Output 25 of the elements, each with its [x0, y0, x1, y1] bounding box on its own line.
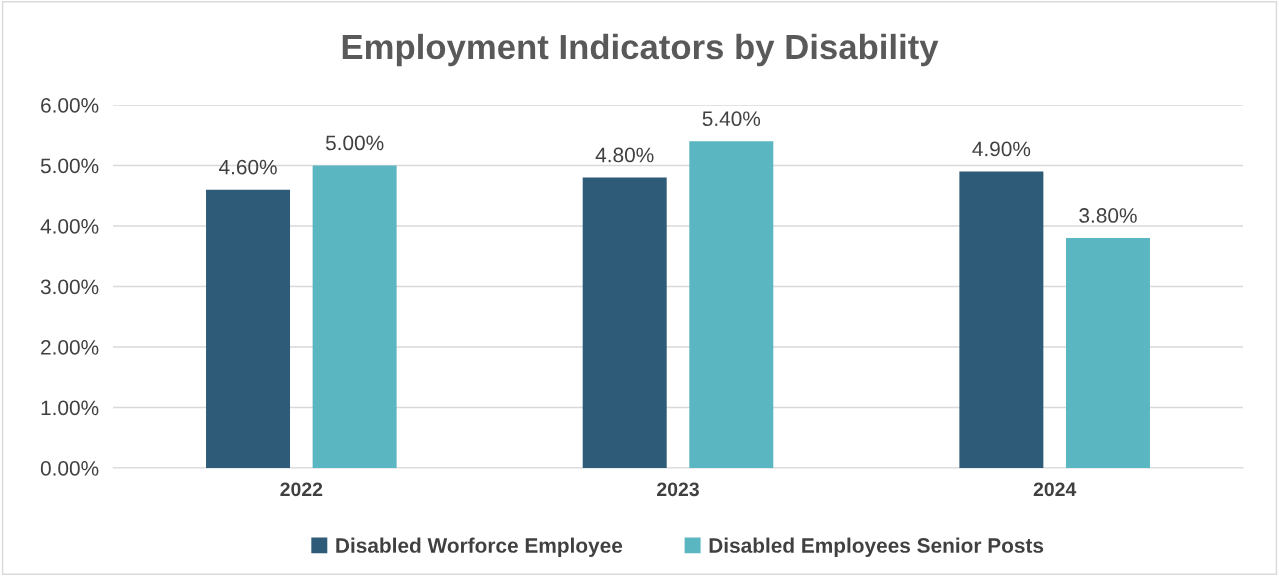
y-tick-label: 2.00% — [41, 340, 99, 355]
y-tick-label: 5.00% — [40, 158, 99, 174]
y-tick-label: 4.00% — [40, 219, 99, 234]
x-tick-label: 2024 — [1033, 482, 1077, 497]
data-label: 4.80% — [595, 147, 654, 163]
bar — [959, 171, 1044, 468]
y-tick-label: 1.00% — [41, 400, 99, 416]
data-label: 4.60% — [218, 159, 277, 175]
x-tick-label: 2022 — [280, 482, 323, 497]
legend-label: Disabled Worforce Employee — [336, 537, 623, 557]
bar — [312, 165, 397, 468]
y-tick-label: 0.00% — [40, 461, 99, 476]
x-tick-label: 2023 — [657, 482, 699, 497]
data-label: 5.00% — [325, 135, 384, 151]
data-label: 3.80% — [1079, 208, 1137, 223]
y-tick-label: 3.00% — [40, 279, 99, 295]
data-label: 5.40% — [702, 111, 761, 127]
y-tick-label: 6.00% — [41, 98, 99, 113]
bar — [1065, 238, 1150, 468]
bar — [206, 189, 291, 468]
legend-label: Disabled Employees Senior Posts — [709, 537, 1044, 557]
chart-title: Employment Indicators by Disability — [342, 33, 939, 67]
bar — [689, 141, 774, 468]
data-label: 4.90% — [972, 141, 1031, 157]
bar — [582, 177, 667, 468]
